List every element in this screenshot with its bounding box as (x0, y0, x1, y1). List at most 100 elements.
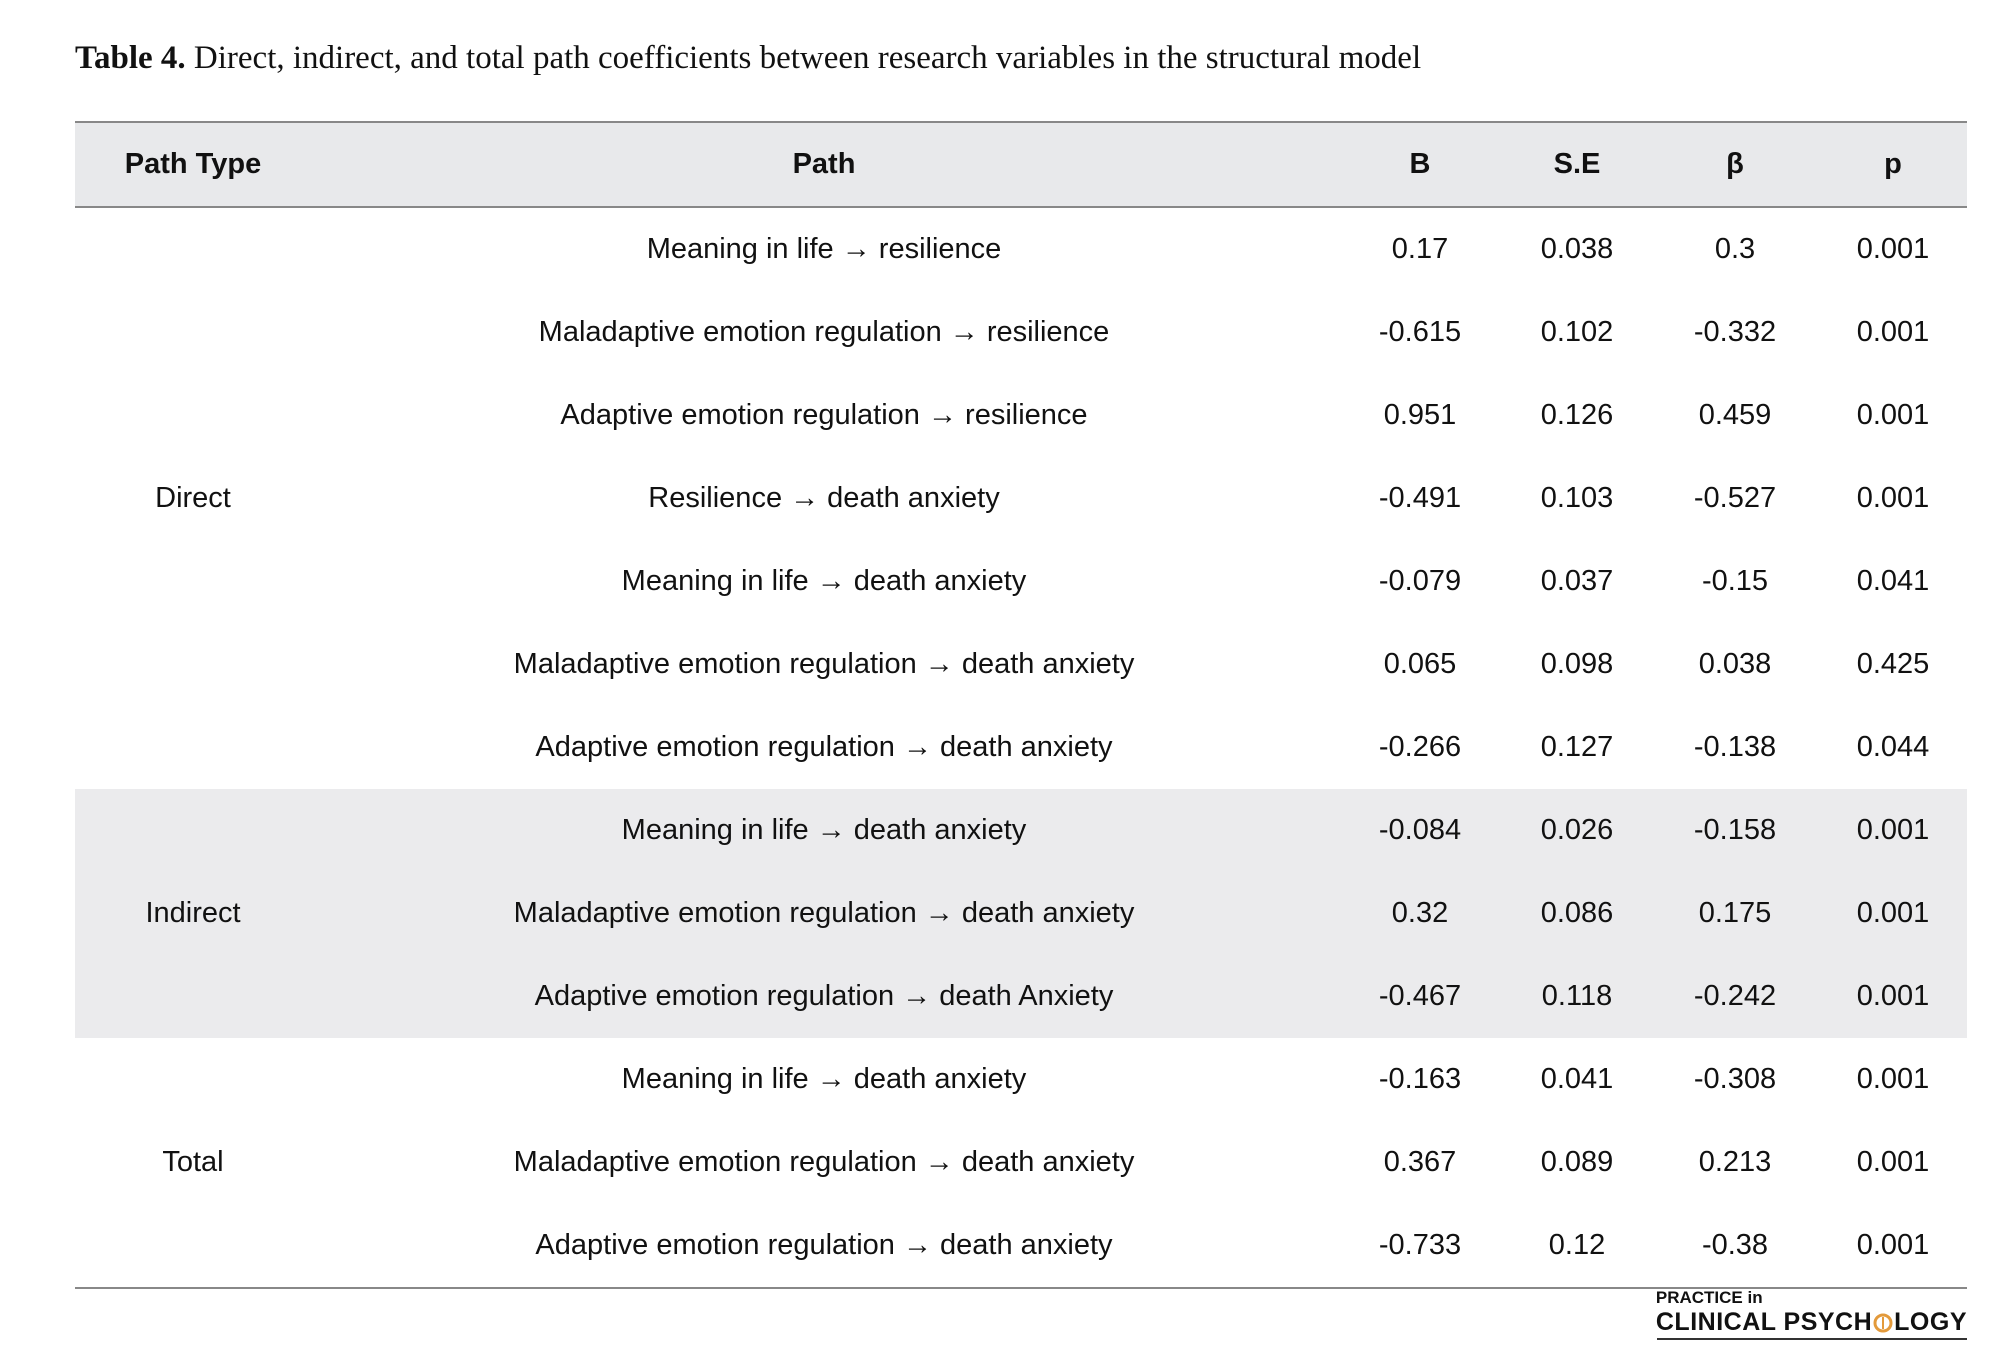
value-cell: 0.12 (1503, 1204, 1651, 1289)
value-cell: 0.038 (1698, 648, 1772, 680)
value-cell: 0.001 (1856, 399, 1930, 431)
header-cell: S.E (1503, 121, 1651, 208)
logo: PRACTICE in CLINICAL PSYCH LOGY (1656, 1288, 1967, 1337)
path-cell: Maladaptive emotion regulation → death a… (311, 872, 1337, 955)
path-cell: Maladaptive emotion regulation → resilie… (538, 316, 1110, 348)
row: Adaptive emotion regulation → death anxi… (75, 1204, 1967, 1289)
caption-label: Table 4. (75, 40, 186, 76)
table: Path Type Path B S.E β p Direct Meaning in lif… (75, 121, 1967, 1289)
row: Maladaptive emotion regulation → death a… (75, 1121, 1967, 1204)
value-cell: -0.138 (1693, 731, 1777, 763)
path-cell: Resilience → death anxiety (648, 482, 1000, 514)
value-cell: 0.098 (1540, 648, 1614, 680)
logo-left: CLINICAL PSYCH (1655, 1308, 1873, 1336)
group-label: Indirect (75, 789, 311, 1038)
value-cell: 0.425 (1856, 648, 1930, 680)
value-cell: 0.089 (1540, 1146, 1614, 1178)
value-cell: 0.041 (1856, 565, 1930, 597)
value-cell: 0.17 (1391, 233, 1449, 265)
header-cell: β (1651, 121, 1819, 208)
header-cell: Path Type (75, 121, 311, 208)
value-cell: -0.266 (1378, 731, 1462, 763)
logo-right: LOGY (1894, 1308, 1967, 1336)
header-row: Path Type Path B S.E β p (75, 121, 1967, 208)
path-cell: Meaning in life → death anxiety (311, 789, 1337, 872)
value-cell: -0.079 (1378, 565, 1462, 597)
value-cell: -0.615 (1378, 316, 1462, 348)
value-cell: -0.467 (1337, 955, 1503, 1038)
logo-icon (1873, 1313, 1893, 1332)
path-cell: Adaptive emotion regulation → death Anxi… (311, 955, 1337, 1038)
row: Adaptive emotion regulation → resilience… (75, 374, 1967, 457)
value-cell: -0.158 (1651, 789, 1819, 872)
row: Adaptive emotion regulation → death anxi… (75, 706, 1967, 789)
value-cell: 0.001 (1856, 1146, 1930, 1178)
value-cell: 0.026 (1503, 789, 1651, 872)
value-cell: 0.001 (1856, 1063, 1930, 1095)
group-label: Direct (155, 482, 231, 514)
row: Maladaptive emotion regulation → death a… (75, 623, 1967, 706)
value-cell: 0.367 (1383, 1146, 1457, 1178)
value-cell: 0.001 (1856, 316, 1930, 348)
group-label: Total (75, 1038, 311, 1289)
caption: Table 4. Direct, indirect, and total pat… (75, 40, 1421, 77)
value-cell: 0.126 (1540, 399, 1614, 431)
value-cell: 0.001 (1819, 789, 1967, 872)
logo-top: PRACTICE in (1655, 1288, 1763, 1307)
table-body: Direct Meaning in life → resilience 0.17 0.… (75, 207, 1967, 1289)
value-cell: 0.175 (1651, 872, 1819, 955)
row: Maladaptive emotion regulation → resilie… (75, 291, 1967, 374)
value-cell: 0.041 (1540, 1063, 1614, 1095)
value-cell: 0.3 (1714, 233, 1756, 265)
row: Resilience → death anxiety -0.491 0.103 -0.… (75, 457, 1967, 540)
row: Adaptive emotion regulation → death Anxi… (75, 955, 1967, 1038)
row: Direct Meaning in life → resilience 0.17 0.… (75, 207, 1967, 514)
row: Total Meaning in life → death anxiety -0.1… (75, 1038, 1967, 1289)
value-cell: 0.001 (1819, 1204, 1967, 1289)
value-cell: -0.308 (1693, 1063, 1777, 1095)
value-cell: -0.332 (1693, 316, 1777, 348)
path-cell: Meaning in life → death anxiety (621, 565, 1027, 597)
value-cell: -0.163 (1378, 1063, 1462, 1095)
value-cell: 0.037 (1540, 565, 1614, 597)
value-cell: -0.38 (1651, 1204, 1819, 1289)
logo-underline (1657, 1338, 1967, 1340)
path-cell: Meaning in life → resilience (646, 233, 1002, 265)
row: Maladaptive emotion regulation → death a… (75, 872, 1967, 955)
path-cell: Maladaptive emotion regulation → death a… (513, 648, 1135, 680)
value-cell: 0.127 (1540, 731, 1614, 763)
path-cell: Adaptive emotion regulation → resilience (560, 399, 1088, 431)
value-cell: -0.084 (1337, 789, 1503, 872)
value-cell: -0.242 (1651, 955, 1819, 1038)
path-cell: Adaptive emotion regulation → death anxi… (311, 1204, 1337, 1289)
value-cell: 0.213 (1698, 1146, 1772, 1178)
value-cell: 0.118 (1503, 955, 1651, 1038)
value-cell: 0.102 (1540, 316, 1614, 348)
value-cell: 0.951 (1383, 399, 1457, 431)
value-cell: -0.15 (1701, 565, 1769, 597)
value-cell: -0.733 (1337, 1204, 1503, 1289)
value-cell: 0.103 (1540, 482, 1614, 514)
path-cell: Meaning in life → death anxiety (621, 1063, 1027, 1095)
path-cell: Maladaptive emotion regulation → death a… (513, 1146, 1135, 1178)
value-cell: 0.065 (1383, 648, 1457, 680)
value-cell: 0.044 (1856, 731, 1930, 763)
value-cell: 0.001 (1856, 482, 1930, 514)
value-cell: 0.038 (1540, 233, 1614, 265)
logo-main: CLINICAL PSYCH LOGY (1656, 1308, 1967, 1337)
value-cell: -0.491 (1378, 482, 1462, 514)
path-cell: Adaptive emotion regulation → death anxi… (535, 731, 1113, 763)
value-cell: -0.527 (1693, 482, 1777, 514)
value-cell: 0.086 (1503, 872, 1651, 955)
header-cell: B (1337, 121, 1503, 208)
value-cell: 0.001 (1856, 233, 1930, 265)
value-cell: 0.32 (1337, 872, 1503, 955)
header-cell: p (1819, 121, 1967, 208)
value-cell: 0.001 (1819, 955, 1967, 1038)
value-cell: 0.459 (1698, 399, 1772, 431)
caption-text: Direct, indirect, and total path coeffic… (193, 40, 1422, 76)
value-cell: 0.001 (1819, 872, 1967, 955)
header-cell: Path (311, 121, 1337, 208)
row: Indirect Meaning in life → death anxiety -… (75, 789, 1967, 1038)
